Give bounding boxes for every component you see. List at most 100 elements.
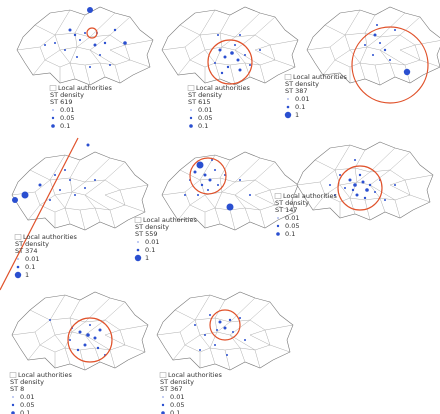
- borough-boundaries: [11, 151, 149, 231]
- legend-swatch: [159, 372, 167, 378]
- cluster-line: [0, 137, 79, 291]
- legend-symbol: [276, 232, 280, 236]
- legend-swatch: [274, 193, 282, 199]
- legend-symbol: [287, 98, 289, 100]
- legend-entry: 0.1: [25, 263, 35, 271]
- density-dot: [203, 173, 207, 177]
- density-dot: [223, 55, 227, 59]
- density-dot: [217, 34, 219, 36]
- density-dot: [200, 183, 204, 187]
- legend-entry: 0.01: [285, 214, 299, 222]
- cluster-ring: [207, 39, 253, 85]
- density-dot: [403, 68, 411, 76]
- density-dot: [64, 169, 66, 171]
- density-dot: [84, 187, 86, 189]
- cluster-ring: [189, 157, 227, 195]
- borough-boundaries: [296, 141, 434, 221]
- legend-symbol: [51, 116, 55, 120]
- density-dot: [355, 193, 359, 197]
- map-panel: [306, 6, 440, 104]
- legend-entry: 0.05: [170, 401, 184, 409]
- legend-entry: 0.01: [25, 255, 39, 263]
- map-panel: [0, 137, 149, 291]
- borough-boundaries: [156, 291, 294, 371]
- density-dot: [193, 170, 197, 174]
- density-dot: [230, 51, 234, 55]
- density-dot: [372, 54, 374, 56]
- density-dot: [239, 179, 241, 181]
- legend-title: ST density: [50, 91, 84, 99]
- density-dot: [358, 173, 362, 177]
- legend-entry: 1: [25, 271, 29, 279]
- legend-layer: Local authorities: [23, 233, 77, 241]
- borough-boundaries: [161, 6, 299, 86]
- legend-entry: 0.01: [20, 393, 34, 401]
- density-dot: [223, 326, 227, 330]
- density-dot: [374, 191, 376, 193]
- density-dot: [68, 28, 72, 32]
- density-dot: [208, 178, 212, 182]
- density-dot: [64, 49, 66, 51]
- density-dot: [197, 194, 199, 196]
- density-dot: [214, 169, 216, 171]
- legend-symbol: [276, 224, 280, 228]
- legend-symbol: [11, 403, 15, 407]
- cluster-ring: [209, 309, 241, 341]
- density-dot: [109, 64, 111, 66]
- density-dot: [383, 48, 387, 52]
- density-dot: [238, 68, 242, 72]
- density-dot: [49, 199, 51, 201]
- legend-symbol: [16, 265, 20, 269]
- map-panel: [16, 6, 154, 86]
- density-dot: [98, 328, 102, 332]
- density-dot: [86, 333, 90, 337]
- density-dot: [259, 49, 261, 51]
- density-dot: [239, 317, 241, 319]
- legend-symbol: [11, 411, 15, 414]
- legend-swatch: [9, 372, 17, 378]
- map-panel: [156, 291, 294, 371]
- legend-entry: 0.1: [285, 230, 295, 238]
- density-dot: [379, 42, 381, 44]
- density-dot: [384, 199, 386, 201]
- density-dot: [184, 194, 186, 196]
- density-dot: [214, 62, 216, 64]
- density-dot: [353, 183, 357, 187]
- density-dot: [103, 41, 107, 45]
- legend-symbol: [286, 105, 290, 109]
- legend-entry: 0.01: [170, 393, 184, 401]
- density-dot: [194, 324, 196, 326]
- density-dot: [69, 339, 71, 341]
- panel-label: ST 367: [160, 385, 183, 393]
- density-dot: [348, 178, 352, 182]
- density-dot: [69, 179, 71, 181]
- density-dot: [373, 33, 377, 37]
- density-dot: [76, 56, 78, 58]
- density-dot: [217, 184, 219, 186]
- density-dot: [86, 143, 90, 147]
- density-dot: [389, 59, 391, 61]
- density-dot: [234, 44, 236, 46]
- panel-label: ST 615: [188, 98, 211, 106]
- density-dot: [216, 329, 218, 331]
- legend-symbol: [277, 217, 279, 219]
- density-dot: [232, 331, 234, 333]
- map-panel: [161, 151, 299, 231]
- density-dot: [376, 24, 378, 26]
- panel-label: ST 147: [275, 206, 298, 214]
- legend-layer: Local authorities: [18, 371, 72, 379]
- legend-entry: 0.1: [60, 122, 70, 130]
- density-dot: [363, 196, 367, 200]
- density-dot: [239, 34, 241, 36]
- legend-title: ST density: [160, 378, 194, 386]
- legend-symbol: [52, 109, 54, 111]
- density-dot: [76, 348, 80, 352]
- legend-entry: 0.01: [295, 95, 309, 103]
- legend-symbol: [189, 124, 193, 128]
- density-dot: [96, 346, 100, 350]
- legend-entry: 0.1: [145, 246, 155, 254]
- legend-swatch: [134, 217, 142, 223]
- density-dot: [204, 334, 206, 336]
- density-dot: [329, 184, 331, 186]
